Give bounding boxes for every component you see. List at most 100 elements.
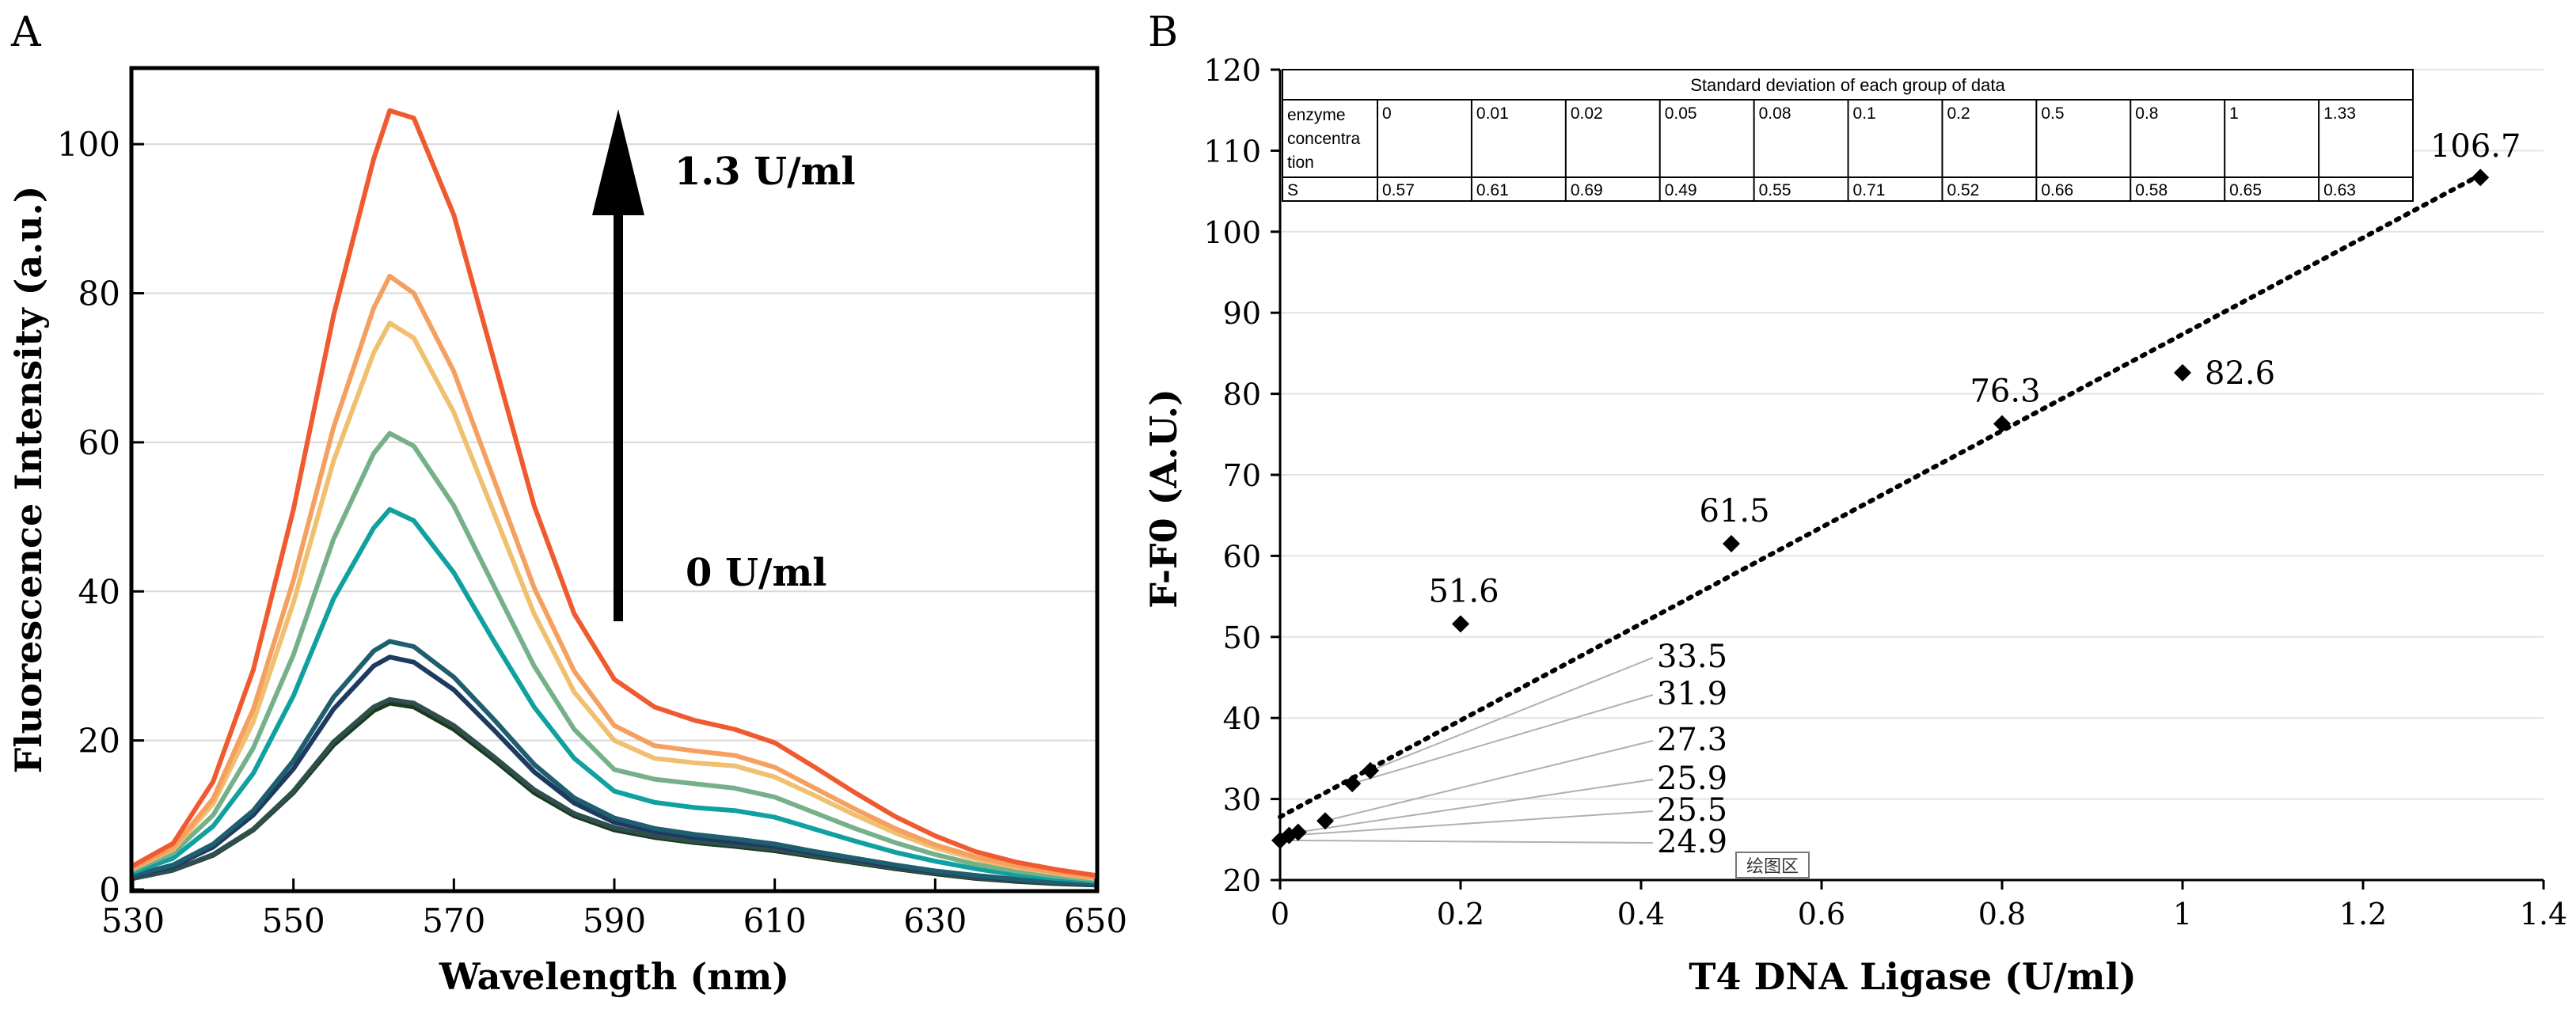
table-row-label: S <box>1287 181 1298 199</box>
x-tick-label: 550 <box>262 901 325 940</box>
y-tick-label: 0 <box>99 871 120 909</box>
panel-a-frame <box>129 66 1100 893</box>
table-concentration: 1.33 <box>2323 104 2356 123</box>
x-tick-label: 610 <box>743 901 807 940</box>
table-s-value: 0.63 <box>2323 181 2356 199</box>
leader-line <box>1370 657 1654 772</box>
table-concentration: 1 <box>2229 104 2239 123</box>
panel-a-ticks: 0 20 40 60 80 100 530 550 570 590 610 630 650 <box>57 125 1127 940</box>
panel-a-x-axis-title: Wavelength (nm) <box>439 955 789 998</box>
spectrum-line <box>131 431 1096 882</box>
data-label: 51.6 <box>1428 573 1499 609</box>
y-tick-label: 80 <box>78 275 120 313</box>
y-tick-label: 40 <box>78 572 120 611</box>
panel-a-label: A <box>10 9 42 56</box>
table-s-value: 0.52 <box>1947 181 1979 199</box>
concentration-arrow <box>592 109 644 621</box>
panel-b-points <box>1271 169 2490 849</box>
panel-a-y-axis-title: Fluorescence Intensity (a.u.) <box>7 186 50 774</box>
y-tick-label: 110 <box>1203 134 1261 169</box>
table-s-value: 0.55 <box>1759 181 1791 199</box>
table-concentration: 0.5 <box>2041 104 2064 123</box>
x-tick-label: 630 <box>903 901 967 940</box>
data-label: 61.5 <box>1699 493 1769 529</box>
data-point <box>1993 415 2011 433</box>
table-s-value: 0.57 <box>1382 181 1415 199</box>
table-s-value: 0.65 <box>2229 181 2262 199</box>
panel-b-data-labels: 24.925.525.927.3 31.933.5 51.6 61.5 76.3 82.6… <box>1428 128 2521 860</box>
table-header-label: tion <box>1287 154 1314 172</box>
data-point <box>1343 775 1362 793</box>
x-tick-label: 570 <box>422 901 485 940</box>
y-tick-label: 90 <box>1223 296 1261 331</box>
panel-b-label: B <box>1148 9 1178 56</box>
panel-b-y-axis-title: F-F0 (A.U.) <box>1142 389 1185 609</box>
leader-line <box>1289 810 1654 837</box>
panel-a-spectra <box>131 108 1096 888</box>
table-header-label: enzyme <box>1287 106 1346 124</box>
leader-line <box>1324 740 1654 822</box>
spectrum-line <box>131 108 1096 878</box>
panel-a: A 0 20 40 60 80 100 530 550 570 590 610 630 650 1.3 … <box>7 9 1127 998</box>
y-tick-label: 20 <box>1223 863 1261 898</box>
x-tick-label: 0.2 <box>1437 897 1484 931</box>
x-tick-label: 0.6 <box>1798 897 1845 931</box>
data-label: 25.9 <box>1657 761 1727 797</box>
table-concentration: 0.02 <box>1571 104 1603 123</box>
table-s-value: 0.58 <box>2135 181 2168 199</box>
data-label: 24.9 <box>1657 824 1727 860</box>
y-tick-label: 50 <box>1223 620 1261 655</box>
data-label: 33.5 <box>1657 639 1727 675</box>
spectrum-line <box>132 506 1096 884</box>
data-label: 82.6 <box>2205 355 2275 392</box>
x-tick-label: 590 <box>583 901 646 940</box>
table-s-value: 0.49 <box>1665 181 1697 199</box>
table-s-value: 0.69 <box>1571 181 1603 199</box>
panel-b-x-axis-title: T4 DNA Ligase (U/ml) <box>1689 955 2136 998</box>
table-concentration: 0.01 <box>1476 104 1509 123</box>
leader-line <box>1351 694 1654 785</box>
table-s-value: 0.66 <box>2041 181 2073 199</box>
data-label: 106.7 <box>2430 128 2521 165</box>
leader-line <box>1297 779 1654 833</box>
spectrum-line <box>131 273 1096 880</box>
table-concentration: 0 <box>1382 104 1392 123</box>
table-title: Standard deviation of each group of data <box>1690 75 2005 95</box>
leader-line <box>1279 839 1654 844</box>
table-concentration: 0.08 <box>1759 104 1791 123</box>
plot-area-tag-text: 绘图区 <box>1746 856 1799 876</box>
table-header-label: concentra <box>1287 130 1361 148</box>
data-label: 25.5 <box>1657 792 1727 829</box>
y-tick-label: 80 <box>1223 378 1261 412</box>
data-point <box>1723 535 1740 553</box>
table-s-value: 0.71 <box>1853 181 1886 199</box>
table-concentration: 0.05 <box>1665 104 1697 123</box>
x-tick-label: 650 <box>1064 901 1127 940</box>
y-tick-label: 60 <box>78 423 120 462</box>
table-concentration: 0.1 <box>1853 104 1876 123</box>
y-tick-label: 100 <box>57 125 120 164</box>
annotation-high-concentration: 1.3 U/ml <box>674 150 856 194</box>
x-tick-label: 0.4 <box>1617 897 1665 931</box>
data-label: 76.3 <box>1970 373 2040 409</box>
x-tick-label: 1.2 <box>2339 897 2387 931</box>
data-point <box>1316 812 1334 830</box>
data-point <box>1362 761 1379 780</box>
x-tick-label: 530 <box>101 901 165 940</box>
x-tick-label: 0 <box>1271 897 1290 931</box>
y-tick-label: 20 <box>78 722 120 761</box>
y-tick-label: 100 <box>1203 215 1261 250</box>
data-point <box>1289 823 1307 841</box>
std-deviation-table: Standard deviation of each group of data… <box>1282 69 2414 202</box>
plot-area-tag: 绘图区 <box>1735 852 1810 878</box>
x-tick-label: 1.4 <box>2520 897 2567 931</box>
table-concentration: 0.8 <box>2135 104 2158 123</box>
x-tick-label: 1 <box>2173 897 2192 931</box>
table-concentration: 0.2 <box>1947 104 1970 123</box>
y-tick-label: 60 <box>1223 539 1261 574</box>
x-tick-label: 0.8 <box>1978 897 2026 931</box>
data-point <box>2472 169 2490 187</box>
